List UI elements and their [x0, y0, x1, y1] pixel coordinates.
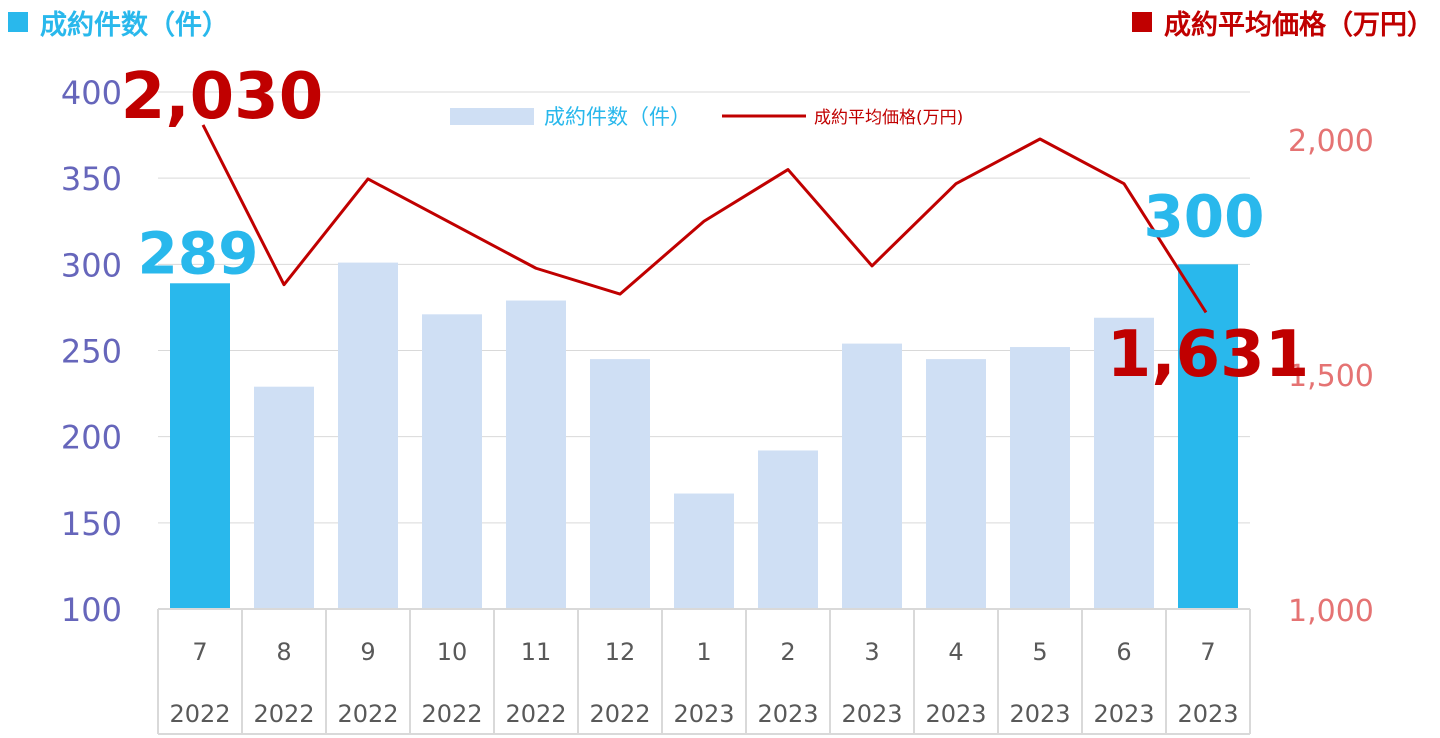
bar	[1010, 347, 1070, 609]
x-tick-label-month: 2	[780, 638, 795, 666]
x-tick-label-month: 7	[1200, 638, 1215, 666]
x-tick-label-year: 2022	[253, 700, 314, 728]
bar	[926, 359, 986, 609]
count-data-label: 289	[137, 219, 258, 287]
bar	[758, 450, 818, 609]
x-tick-label-month: 11	[521, 638, 552, 666]
x-tick-label-month: 4	[948, 638, 963, 666]
x-tick-label-year: 2023	[1177, 700, 1238, 728]
legend-line-label: 成約平均価格(万円)	[814, 108, 963, 128]
bar	[842, 343, 902, 609]
bar	[1178, 264, 1238, 609]
bar	[422, 314, 482, 609]
x-tick-label-year: 2023	[1093, 700, 1154, 728]
x-tick-label-year: 2023	[1009, 700, 1070, 728]
left-axis-tick-label: 400	[61, 74, 122, 112]
legend-bar-label: 成約件数（件）	[544, 105, 691, 129]
right-axis-tick-label: 1,500	[1288, 359, 1374, 394]
x-tick-label-year: 2023	[841, 700, 902, 728]
legend-bar-swatch	[450, 108, 534, 125]
x-tick-label-year: 2022	[169, 700, 230, 728]
bar	[590, 359, 650, 609]
right-axis-tick-label: 1,000	[1288, 594, 1374, 629]
right-axis-title-text: 成約平均価格（万円）	[1164, 9, 1434, 41]
x-tick-label-year: 2022	[421, 700, 482, 728]
x-tick-label-year: 2023	[925, 700, 986, 728]
right-axis-tick-label: 2,000	[1288, 124, 1374, 159]
left-axis-tick-label: 250	[61, 333, 122, 371]
count-square-icon	[8, 12, 28, 32]
bar	[254, 386, 314, 609]
bar	[1094, 317, 1154, 609]
x-tick-label-month: 5	[1032, 638, 1047, 666]
bar	[338, 262, 398, 609]
left-axis-tick-label: 200	[61, 419, 122, 457]
price-data-label: 1,631	[1107, 318, 1309, 392]
left-axis-tick-label: 300	[61, 246, 122, 284]
bar	[506, 300, 566, 609]
x-tick-label-month: 1	[696, 638, 711, 666]
count-data-label: 300	[1143, 182, 1264, 250]
left-axis-tick-label: 150	[61, 505, 122, 543]
right-axis-title: 成約平均価格（万円）	[1132, 2, 1434, 42]
left-axis-tick-label: 350	[61, 160, 122, 198]
bar	[170, 283, 230, 609]
left-axis-title-text: 成約件数（件）	[40, 9, 229, 41]
left-axis-tick-label: 100	[61, 591, 122, 629]
x-tick-label-month: 6	[1116, 638, 1131, 666]
x-tick-label-year: 2023	[673, 700, 734, 728]
x-tick-label-month: 7	[192, 638, 207, 666]
x-tick-label-month: 12	[605, 638, 636, 666]
x-tick-label-month: 10	[437, 638, 468, 666]
left-axis-title: 成約件数（件）	[8, 2, 229, 42]
price-line	[201, 124, 1208, 314]
x-tick-label-year: 2022	[337, 700, 398, 728]
x-tick-label-year: 2022	[589, 700, 650, 728]
x-tick-label-year: 2023	[757, 700, 818, 728]
price-square-icon	[1132, 12, 1152, 32]
x-tick-label-month: 3	[864, 638, 879, 666]
x-tick-label-year: 2022	[505, 700, 566, 728]
price-data-label: 2,030	[121, 60, 323, 134]
x-tick-label-month: 8	[276, 638, 291, 666]
x-tick-label-month: 9	[360, 638, 375, 666]
bar	[674, 493, 734, 609]
